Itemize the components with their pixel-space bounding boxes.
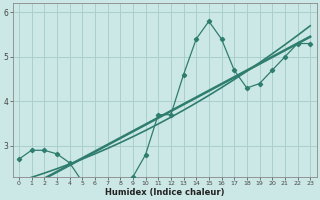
X-axis label: Humidex (Indice chaleur): Humidex (Indice chaleur) <box>105 188 224 197</box>
